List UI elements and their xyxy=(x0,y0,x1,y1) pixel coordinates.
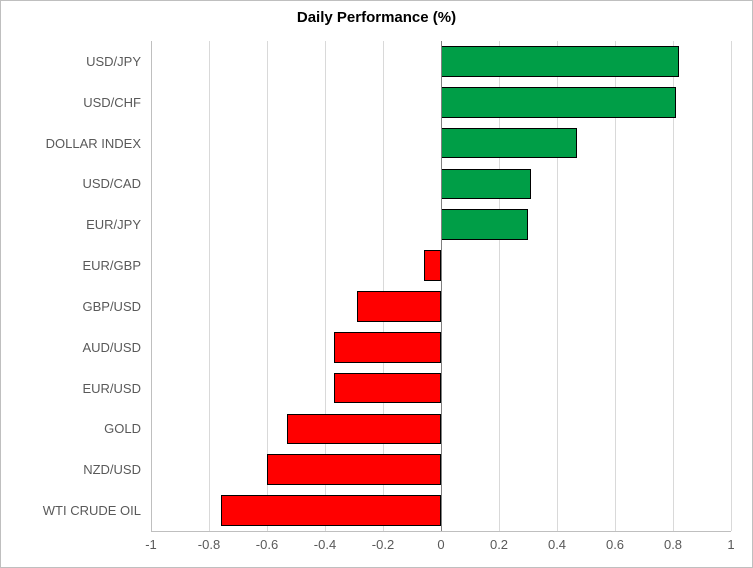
y-tick-label: USD/CHF xyxy=(3,95,141,110)
x-tick-label: 0.2 xyxy=(490,537,508,552)
bar xyxy=(441,46,679,77)
y-tick-label: USD/JPY xyxy=(3,54,141,69)
gridline xyxy=(209,41,210,531)
x-tick-label: -1 xyxy=(145,537,157,552)
y-tick-label: WTI CRUDE OIL xyxy=(3,503,141,518)
bar xyxy=(441,128,577,159)
x-tick-label: -0.4 xyxy=(314,537,336,552)
bar xyxy=(287,414,441,445)
bar xyxy=(424,250,441,281)
y-tick-label: NZD/USD xyxy=(3,462,141,477)
chart-title: Daily Performance (%) xyxy=(1,9,752,26)
chart-container: Daily Performance (%) -1-0.8-0.6-0.4-0.2… xyxy=(0,0,753,568)
y-tick-label: USD/CAD xyxy=(3,176,141,191)
x-tick-label: 0.6 xyxy=(606,537,624,552)
bar xyxy=(441,87,676,118)
x-tick-label: 0.4 xyxy=(548,537,566,552)
x-tick-label: 0 xyxy=(437,537,444,552)
bar xyxy=(441,169,531,200)
x-tick-label: 1 xyxy=(727,537,734,552)
y-tick-label: EUR/JPY xyxy=(3,217,141,232)
y-tick-label: GBP/USD xyxy=(3,299,141,314)
x-tick-label: 0.8 xyxy=(664,537,682,552)
x-tick-label: -0.6 xyxy=(256,537,278,552)
y-tick-label: EUR/USD xyxy=(3,381,141,396)
zero-line xyxy=(441,41,442,531)
y-axis-line xyxy=(151,41,152,531)
y-tick-label: AUD/USD xyxy=(3,340,141,355)
x-tick-label: -0.2 xyxy=(372,537,394,552)
y-tick-label: DOLLAR INDEX xyxy=(3,136,141,151)
bar xyxy=(221,495,441,526)
x-tick-label: -0.8 xyxy=(198,537,220,552)
bar xyxy=(441,209,528,240)
bar xyxy=(267,454,441,485)
y-tick-label: EUR/GBP xyxy=(3,258,141,273)
bar xyxy=(357,291,441,322)
y-tick-label: GOLD xyxy=(3,421,141,436)
plot-area: -1-0.8-0.6-0.4-0.200.20.40.60.81USD/JPYU… xyxy=(151,41,731,531)
bar xyxy=(334,373,441,404)
x-axis-line xyxy=(151,531,731,532)
gridline xyxy=(731,41,732,531)
bar xyxy=(334,332,441,363)
